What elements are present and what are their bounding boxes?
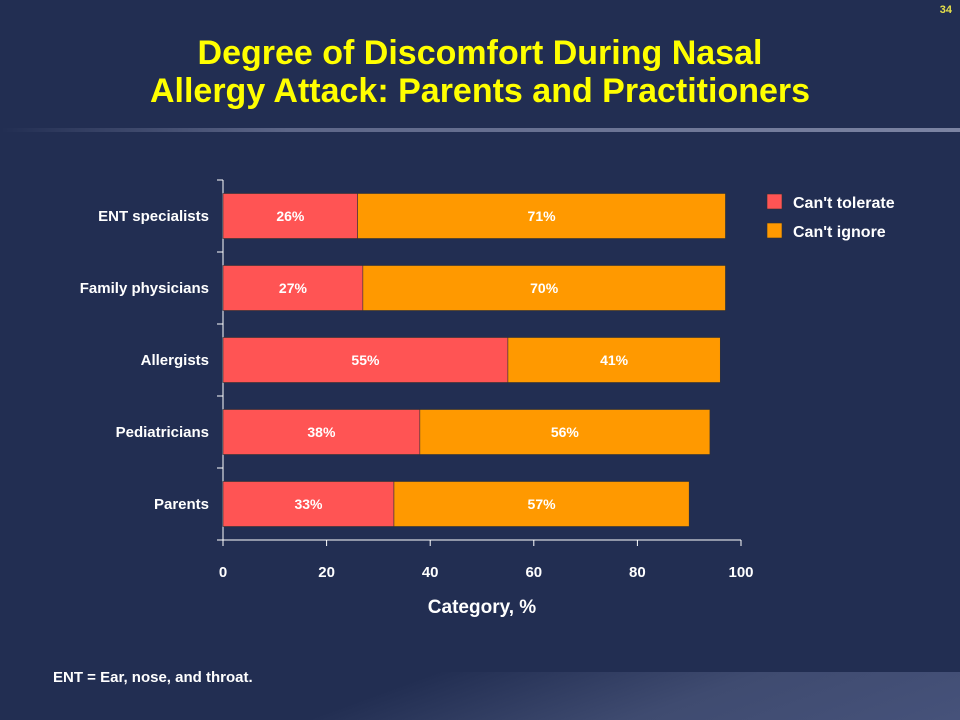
x-tick-label: 100: [728, 564, 753, 581]
bar-value-label: 70%: [530, 280, 559, 296]
bar-segment-cant-tolerate: [222, 265, 364, 311]
x-tick-label: 0: [219, 564, 227, 581]
legend-swatch: [766, 193, 783, 210]
bar-segment-cant-ignore: [419, 409, 711, 455]
category-label: Family physicians: [80, 280, 209, 297]
category-label: Allergists: [141, 352, 209, 369]
bar-value-label: 33%: [294, 496, 323, 512]
legend-label: Can't tolerate: [793, 195, 895, 212]
bar-value-label: 56%: [551, 424, 580, 440]
legend-label: Can't ignore: [793, 224, 886, 241]
title-divider: [0, 128, 960, 132]
x-axis-title: Category, %: [428, 597, 537, 618]
bottom-decoration-band: [0, 672, 960, 720]
bar-value-label: 41%: [600, 352, 629, 368]
title-line-1: Degree of Discomfort During Nasal: [197, 34, 763, 72]
bar-value-label: 71%: [528, 208, 557, 224]
bar-segment-cant-tolerate: [222, 193, 358, 239]
title-line-2: Allergy Attack: Parents and Practitioner…: [149, 72, 811, 110]
bar-value-label: 38%: [307, 424, 336, 440]
bar-segment-cant-ignore: [357, 193, 726, 239]
bar-segment-cant-tolerate: [222, 409, 421, 455]
bar-value-label: 27%: [279, 280, 308, 296]
legend-swatch: [766, 222, 783, 239]
x-tick-label: 60: [525, 564, 542, 581]
x-tick-label: 40: [422, 564, 439, 581]
bar-value-label: 57%: [528, 496, 557, 512]
category-label: Pediatricians: [116, 424, 209, 441]
x-tick-label: 80: [629, 564, 646, 581]
bar-segment-cant-tolerate: [222, 337, 509, 383]
x-tick-label: 20: [318, 564, 335, 581]
category-label: ENT specialists: [98, 208, 209, 225]
bar-segment-cant-ignore: [507, 337, 721, 383]
bar-value-label: 55%: [351, 352, 380, 368]
footnote: ENT = Ear, nose, and throat.: [53, 669, 253, 686]
bar-value-label: 26%: [276, 208, 305, 224]
bar-segment-cant-ignore: [393, 481, 690, 527]
bar-segment-cant-ignore: [362, 265, 726, 311]
slide-number: 34: [939, 4, 952, 16]
slide-title: Degree of Discomfort During Nasal Allerg…: [0, 34, 960, 110]
category-label: Parents: [154, 496, 209, 513]
bar-segment-cant-tolerate: [222, 481, 395, 527]
